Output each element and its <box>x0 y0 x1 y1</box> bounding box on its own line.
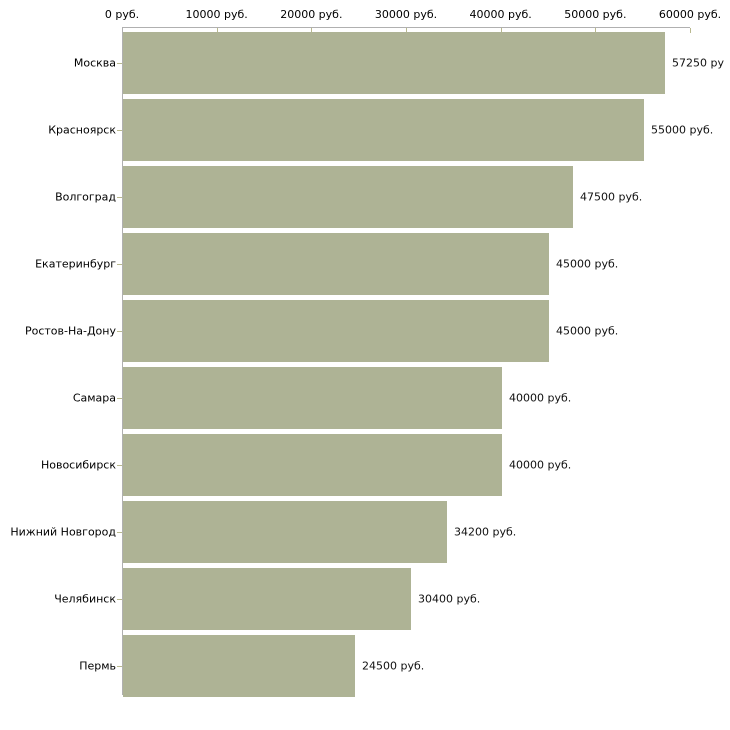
y-axis-tick-mark <box>117 130 122 131</box>
bar-value-label: 57250 ру <box>672 56 724 70</box>
bar <box>123 501 447 563</box>
bar-value-label: 34200 руб. <box>454 525 517 539</box>
x-axis-tick-mark <box>595 28 597 33</box>
y-axis-tick-mark <box>117 532 122 533</box>
y-axis-category-label: Самара <box>72 391 116 405</box>
bar <box>123 99 644 161</box>
bar-value-label: 45000 руб. <box>556 257 619 271</box>
y-axis-tick-mark <box>117 666 122 667</box>
bar-value-label: 24500 руб. <box>362 659 425 673</box>
y-axis-category-label: Пермь <box>79 659 116 673</box>
x-axis-tick-mark <box>690 28 691 33</box>
x-axis-tick-label: 0 руб. <box>104 8 140 21</box>
bar <box>123 32 665 94</box>
bar <box>123 233 549 295</box>
y-axis-line <box>122 27 123 695</box>
bar-value-label: 55000 руб. <box>651 123 714 137</box>
x-axis-tick-label: 40000 руб. <box>469 8 532 21</box>
y-axis-category-label: Челябинск <box>54 592 116 606</box>
x-axis-tick-mark <box>500 28 502 33</box>
y-axis-tick-mark <box>117 398 122 399</box>
x-axis-tick-mark <box>406 28 407 33</box>
y-axis-category-label: Новосибирск <box>40 458 116 472</box>
y-axis-tick-mark <box>117 264 122 265</box>
bar-value-label: 40000 руб. <box>509 391 572 405</box>
y-axis-tick-mark <box>117 63 122 64</box>
x-axis-tick-label: 30000 руб. <box>374 8 438 21</box>
x-axis-tick-label-group: 0 руб. 10000 руб. 20000 руб. 30000 руб. 4000… <box>0 0 730 26</box>
x-axis-tick-label: 60000 руб. <box>658 8 722 21</box>
y-axis-tick-mark <box>117 599 122 600</box>
y-axis-category-label: Волгоград <box>55 190 116 204</box>
x-axis-tick-label: 50000 руб. <box>564 8 627 21</box>
bar-value-label: 45000 руб. <box>556 324 619 338</box>
x-axis-tick-mark <box>311 28 313 33</box>
bar <box>123 300 549 362</box>
x-axis-line <box>122 27 690 28</box>
bar <box>123 568 411 630</box>
bar-value-label: 30400 руб. <box>418 592 481 606</box>
bar <box>123 434 502 496</box>
y-axis-tick-mark <box>117 465 122 466</box>
y-axis-tick-mark <box>117 197 122 198</box>
x-axis-tick-mark <box>216 28 218 33</box>
bar-value-label: 40000 руб. <box>509 458 572 472</box>
y-axis-category-label: Красноярск <box>48 123 116 137</box>
bar <box>123 367 502 429</box>
y-axis-category-label: Ростов-На-Дону <box>24 324 116 338</box>
bar <box>123 166 573 228</box>
y-axis-category-label: Екатеринбург <box>35 257 116 271</box>
bar-value-label: 47500 руб. <box>580 190 643 204</box>
y-axis-tick-mark <box>117 331 122 332</box>
y-axis-category-label: Москва <box>73 56 116 70</box>
x-axis-tick-label: 20000 руб. <box>280 8 343 21</box>
y-axis-category-label: Нижний Новгород <box>10 525 116 539</box>
x-axis-tick-label: 10000 руб. <box>185 8 248 21</box>
bar <box>123 635 355 697</box>
